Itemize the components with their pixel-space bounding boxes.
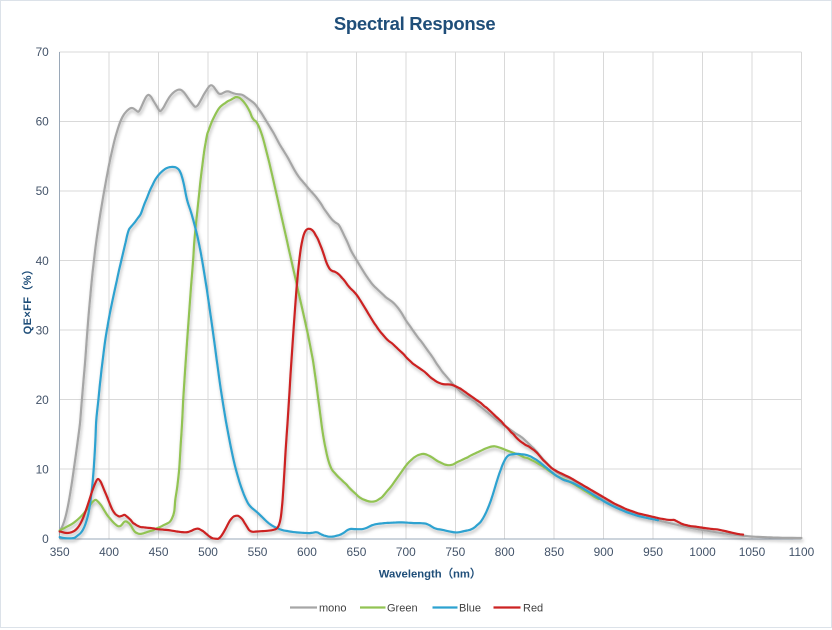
svg-text:30: 30 [36, 323, 50, 337]
svg-text:500: 500 [198, 545, 218, 559]
svg-text:400: 400 [99, 545, 119, 559]
svg-text:QE×FF（%）: QE×FF（%） [21, 264, 34, 335]
svg-text:350: 350 [50, 545, 70, 559]
svg-text:70: 70 [36, 45, 50, 59]
svg-text:40: 40 [36, 254, 50, 268]
svg-text:Spectral Response: Spectral Response [334, 13, 495, 34]
svg-text:0: 0 [42, 532, 49, 546]
svg-text:Green: Green [387, 603, 418, 615]
svg-text:1100: 1100 [789, 545, 815, 559]
svg-text:mono: mono [319, 603, 347, 615]
svg-text:850: 850 [544, 545, 564, 559]
svg-text:600: 600 [297, 545, 317, 559]
svg-text:60: 60 [36, 115, 50, 129]
svg-text:10: 10 [36, 463, 50, 477]
svg-text:750: 750 [445, 545, 465, 559]
svg-text:Red: Red [523, 603, 543, 615]
svg-text:50: 50 [36, 184, 50, 198]
svg-text:650: 650 [346, 545, 366, 559]
svg-text:900: 900 [594, 545, 614, 559]
svg-text:450: 450 [149, 545, 169, 559]
svg-text:700: 700 [396, 545, 416, 559]
svg-text:550: 550 [248, 545, 268, 559]
svg-text:1000: 1000 [689, 545, 716, 559]
svg-text:20: 20 [36, 393, 50, 407]
svg-text:950: 950 [643, 545, 663, 559]
svg-text:800: 800 [495, 545, 515, 559]
svg-text:Wavelength（nm）: Wavelength（nm） [379, 567, 482, 581]
svg-text:1050: 1050 [739, 545, 766, 559]
svg-text:Blue: Blue [459, 603, 481, 615]
